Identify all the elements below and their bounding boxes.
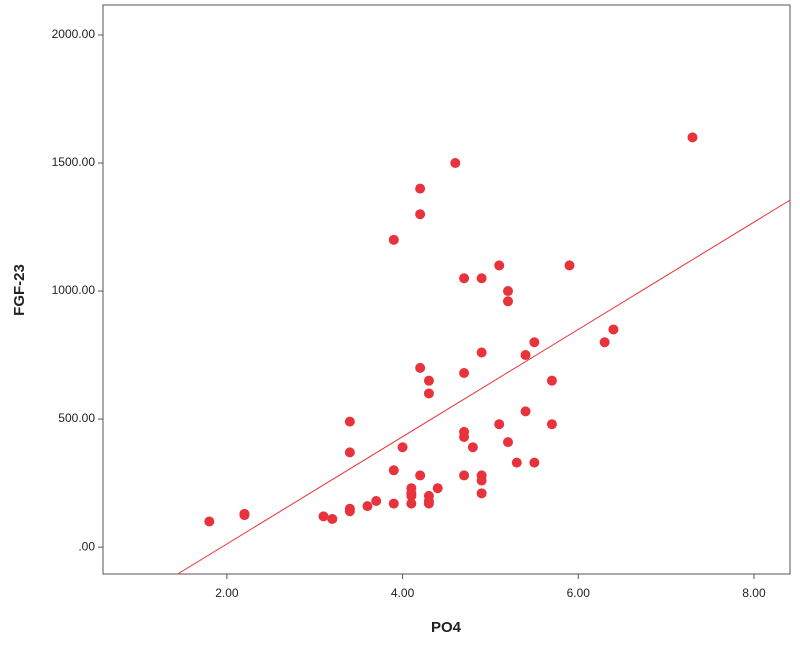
point — [494, 419, 505, 430]
point — [362, 501, 373, 512]
fit-line — [177, 199, 791, 575]
point — [327, 513, 338, 524]
point — [432, 483, 443, 494]
point — [608, 324, 619, 335]
point — [344, 416, 355, 427]
point — [599, 337, 610, 348]
point — [318, 511, 329, 522]
x-tick-label: 6.00 — [567, 586, 591, 600]
y-tick-label: 1500.00 — [52, 155, 96, 169]
y-tick-label: 2000.00 — [52, 27, 96, 41]
plot-frame — [102, 4, 791, 575]
point — [476, 488, 487, 499]
point — [546, 375, 557, 386]
point — [204, 516, 215, 527]
point — [502, 286, 513, 297]
point — [344, 506, 355, 517]
point — [687, 132, 698, 143]
x-tick-label: 8.00 — [742, 586, 766, 600]
point — [344, 447, 355, 458]
point — [406, 490, 417, 501]
point — [450, 157, 461, 168]
point — [423, 388, 434, 399]
x-tick-label: 4.00 — [391, 586, 415, 600]
point — [423, 375, 434, 386]
point — [388, 465, 399, 476]
point — [459, 470, 470, 481]
point — [388, 234, 399, 245]
point — [476, 347, 487, 358]
point — [546, 419, 557, 430]
y-tick-label: 1000.00 — [52, 283, 96, 297]
point — [520, 350, 531, 361]
point — [529, 457, 540, 468]
y-tick-label: 500.00 — [58, 411, 95, 425]
point — [494, 260, 505, 271]
point — [397, 442, 408, 453]
point — [415, 183, 426, 194]
point — [415, 209, 426, 220]
point — [423, 498, 434, 509]
point — [529, 337, 540, 348]
point — [520, 406, 531, 417]
point — [388, 498, 399, 509]
point — [415, 362, 426, 373]
point — [406, 498, 417, 509]
point — [239, 510, 250, 521]
point — [459, 273, 470, 284]
point — [467, 442, 478, 453]
point — [476, 475, 487, 486]
point — [502, 296, 513, 307]
point — [415, 470, 426, 481]
point — [511, 457, 522, 468]
point — [564, 260, 575, 271]
point — [459, 431, 470, 442]
point — [476, 273, 487, 284]
point — [502, 437, 513, 448]
y-tick-label: .00 — [78, 539, 95, 553]
point — [459, 367, 470, 378]
x-tick-label: 2.00 — [215, 586, 239, 600]
y-axis-title: FGF-23 — [11, 264, 28, 316]
point — [371, 496, 382, 507]
x-axis-title: PO4 — [431, 619, 462, 636]
